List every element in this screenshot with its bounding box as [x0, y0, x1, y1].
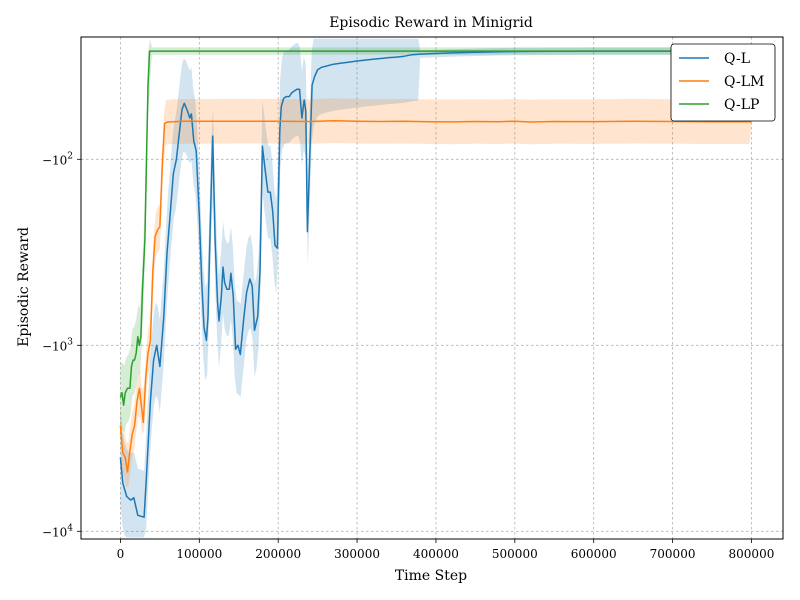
- band-q-l: [120, 38, 752, 538]
- legend-box: [670, 43, 776, 122]
- y-tick-label: −104: [42, 523, 73, 539]
- series-line-q-l: [119, 50, 752, 518]
- x-tick-label: 100000: [176, 547, 222, 561]
- x-tick-label: 0: [117, 547, 125, 561]
- series-lines: [119, 50, 752, 518]
- confidence-bands: [120, 38, 752, 538]
- y-axis-label: Episodic Reward: [16, 227, 32, 347]
- x-tick-label: 600000: [571, 547, 617, 561]
- legend-label: Q-L: [724, 51, 750, 67]
- series-line-q-lp: [119, 50, 752, 406]
- x-tick-label: 500000: [492, 547, 538, 561]
- band-q-lm: [120, 98, 752, 488]
- x-tick-label: 700000: [650, 547, 696, 561]
- axes: 0 100000 200000 300000 400000 500000 600000 700…: [42, 36, 784, 561]
- series-line-q-lm: [119, 119, 752, 473]
- grid: [81, 37, 783, 539]
- legend-label: Q-LM: [724, 74, 764, 90]
- x-tick-label: 800000: [729, 547, 775, 561]
- plot-frame: [80, 36, 784, 540]
- y-tick-label: −103: [42, 337, 73, 353]
- legend: Q-L Q-LM Q-LP: [670, 43, 776, 122]
- x-tick-label: 400000: [413, 547, 459, 561]
- x-axis-label: Time Step: [395, 568, 467, 584]
- x-tick-label: 200000: [255, 547, 301, 561]
- y-tick-label: −102: [42, 151, 73, 167]
- chart-title: Episodic Reward in Minigrid: [329, 15, 533, 31]
- x-tick-label: 300000: [334, 547, 380, 561]
- legend-label: Q-LP: [724, 97, 759, 113]
